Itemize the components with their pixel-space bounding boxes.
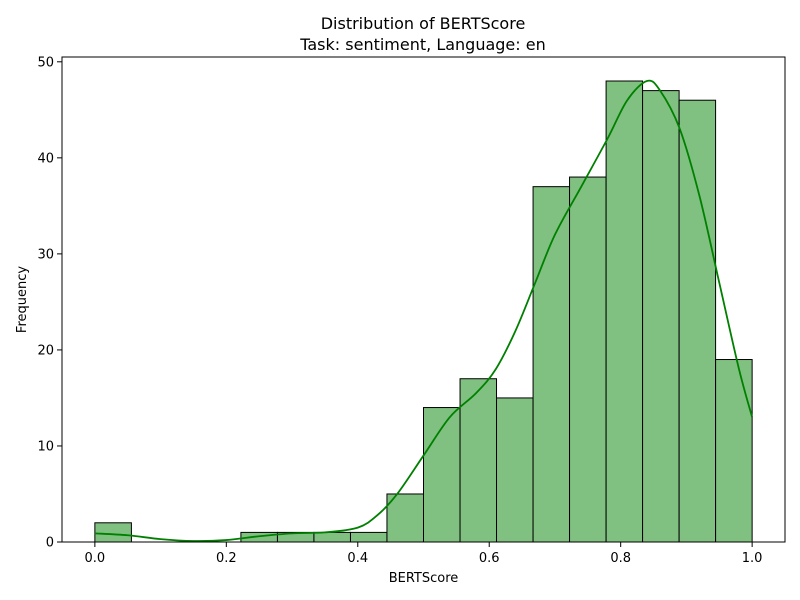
histogram-bar-16 <box>678 99 717 543</box>
y-tick-label: 0 <box>46 536 54 551</box>
chart-subtitle: Task: sentiment, Language: en <box>299 35 545 54</box>
histogram-bar-14 <box>605 80 644 543</box>
x-tick-label: 1.0 <box>742 551 763 566</box>
histogram-bar-0 <box>94 522 132 543</box>
histogram-bar-15 <box>642 90 680 543</box>
histogram-bar-13 <box>569 176 607 543</box>
x-tick-label: 0.6 <box>479 551 500 566</box>
histogram-bar-8 <box>386 493 424 543</box>
y-tick-label: 20 <box>37 343 54 358</box>
x-axis-label: BERTScore <box>389 571 459 586</box>
kde-curve <box>94 79 754 542</box>
y-tick-label: 40 <box>37 151 54 166</box>
plot-frame <box>61 56 786 543</box>
y-tick-label: 30 <box>37 247 54 262</box>
histogram-bar-11 <box>496 397 534 543</box>
histogram-bars <box>94 80 753 543</box>
chart-title: Distribution of BERTScore <box>321 14 526 33</box>
y-axis-ticks: 0 10 20 30 40 50 <box>37 55 62 551</box>
y-axis-label: Frequency <box>15 266 30 333</box>
histogram-bar-12 <box>532 186 571 543</box>
y-tick-label: 50 <box>37 55 54 70</box>
y-tick-label: 10 <box>37 439 54 454</box>
histogram-bar-10 <box>459 378 498 543</box>
x-axis-ticks: 0.0 0.2 0.4 0.6 0.8 1.0 <box>85 542 763 566</box>
histogram-bar-7 <box>349 531 388 543</box>
histogram-bar-17 <box>715 359 753 543</box>
x-tick-label: 0.2 <box>216 551 237 566</box>
x-tick-label: 0.8 <box>610 551 631 566</box>
x-tick-label: 0.0 <box>85 551 106 566</box>
x-tick-label: 0.4 <box>347 551 368 566</box>
histogram-bar-6 <box>313 531 351 543</box>
